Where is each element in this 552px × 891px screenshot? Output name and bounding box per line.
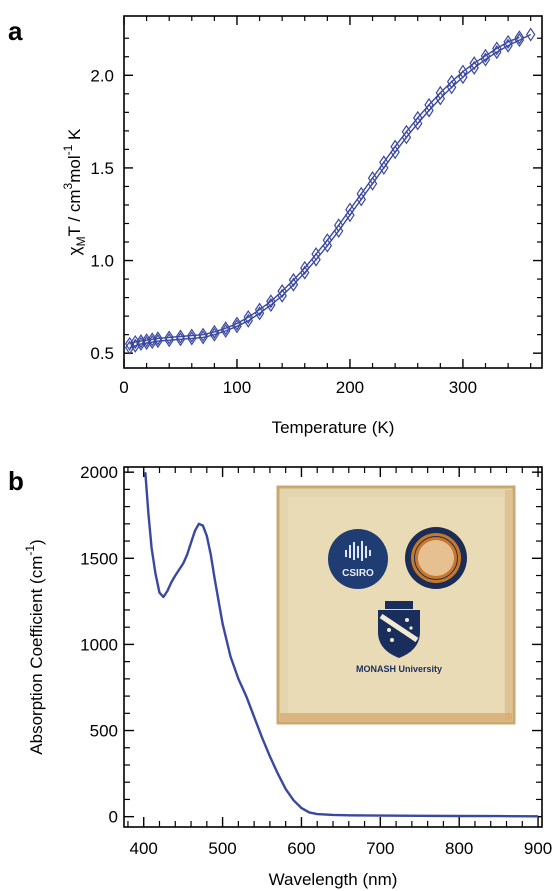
data-point-a xyxy=(424,97,434,113)
data-point-a xyxy=(232,316,242,331)
y-tick-label-a: 1.0 xyxy=(90,252,114,271)
data-point-a xyxy=(311,246,321,262)
inset-photo-stain xyxy=(280,713,512,721)
data-point-a xyxy=(503,34,513,50)
y-tick-label-a: 2.0 xyxy=(90,66,114,85)
x-tick-label-b: 700 xyxy=(366,839,394,858)
data-point-a xyxy=(175,329,186,344)
monash-logo-text: MONASH University xyxy=(356,664,442,674)
data-point-a xyxy=(266,294,276,309)
chart-b: CSIRO MONASH University 400 500 600 700 800 9… xyxy=(23,463,552,889)
series-group-a xyxy=(124,27,536,355)
data-point-a xyxy=(277,284,287,299)
csiro-logo-icon xyxy=(328,529,388,589)
csiro-logo-text: CSIRO xyxy=(342,568,374,579)
data-point-a xyxy=(209,324,220,339)
x-tick-label-a: 300 xyxy=(449,378,477,397)
x-axis-title-b: Wavelength (nm) xyxy=(269,870,398,889)
data-point-a xyxy=(458,70,468,85)
y-tick-label-a: 1.5 xyxy=(90,159,114,178)
series-line-a-0 xyxy=(129,33,532,349)
data-point-a xyxy=(446,74,457,89)
data-point-a xyxy=(469,56,479,71)
x-tick-label-a: 100 xyxy=(223,378,251,397)
y-tick-label-a: 0.5 xyxy=(90,344,114,363)
data-point-a xyxy=(333,218,344,233)
panel-a-label: a xyxy=(8,16,23,46)
x-tick-label-b: 500 xyxy=(208,839,236,858)
y-tick-label-b: 2000 xyxy=(80,463,118,482)
x-axis-title-a: Temperature (K) xyxy=(272,418,395,437)
panel-b-label: b xyxy=(8,466,24,496)
y-tick-label-b: 1500 xyxy=(80,549,118,568)
x-tick-label-b: 400 xyxy=(130,839,158,858)
data-point-a xyxy=(413,110,423,125)
data-point-a xyxy=(288,272,299,288)
x-tick-label-b: 600 xyxy=(287,839,315,858)
data-point-a xyxy=(164,330,174,345)
y-tick-label-b: 1000 xyxy=(80,635,118,654)
series-line-a-1 xyxy=(129,36,520,345)
x-tick-label-a: 200 xyxy=(336,378,364,397)
data-point-a xyxy=(390,139,400,154)
data-point-a xyxy=(525,27,536,42)
data-point-a xyxy=(220,321,231,336)
absorption-spectrum-line xyxy=(144,472,539,818)
y-tick-label-b: 500 xyxy=(90,722,118,741)
axis-ticks-a xyxy=(123,16,542,368)
data-point-a xyxy=(187,328,197,343)
data-point-a xyxy=(458,64,468,79)
inset-photo: CSIRO MONASH University xyxy=(276,485,516,725)
data-point-a xyxy=(401,124,412,139)
y-axis-title-a: χMT / cm3mol-1 K xyxy=(61,128,88,255)
inset-photo-stain-right xyxy=(505,490,512,720)
data-point-a xyxy=(480,48,491,63)
data-point-a xyxy=(153,331,163,346)
y-axis-title-b: Absorption Coefficient (cm-1) xyxy=(23,539,46,754)
monash-crest-icon xyxy=(378,601,420,658)
data-point-a xyxy=(198,327,208,342)
chart-a: 0 100 200 300 0.5 1.0 1.5 2.0 Temperature (K) χ… xyxy=(61,15,543,437)
axis-ticks-b xyxy=(124,467,542,827)
data-point-a xyxy=(254,302,265,317)
data-point-a xyxy=(356,186,366,201)
tick-labels-a: 0 100 200 300 0.5 1.0 1.5 2.0 xyxy=(90,66,477,397)
y-tick-label-b: 0 xyxy=(109,808,118,827)
series-group-b xyxy=(144,472,539,818)
university-seal-inner-ring xyxy=(414,536,458,580)
x-tick-label-b: 900 xyxy=(524,839,552,858)
data-point-a xyxy=(367,171,378,186)
plot-frame-a xyxy=(123,15,543,369)
data-point-a xyxy=(322,233,333,248)
data-point-a xyxy=(300,260,310,276)
university-seal-center xyxy=(418,540,454,576)
data-point-a xyxy=(345,202,355,217)
data-point-a xyxy=(435,85,446,100)
csiro-logo-bars xyxy=(345,541,371,561)
data-point-a xyxy=(514,30,525,45)
data-point-a xyxy=(124,336,135,351)
data-point-a xyxy=(243,309,253,325)
tick-labels-b: 400 500 600 700 800 900 0 500 1000 1500 2000 xyxy=(80,463,552,858)
x-tick-label-a: 0 xyxy=(119,378,128,397)
data-point-a xyxy=(379,155,389,170)
x-tick-label-b: 800 xyxy=(445,839,473,858)
data-point-a xyxy=(492,41,502,56)
